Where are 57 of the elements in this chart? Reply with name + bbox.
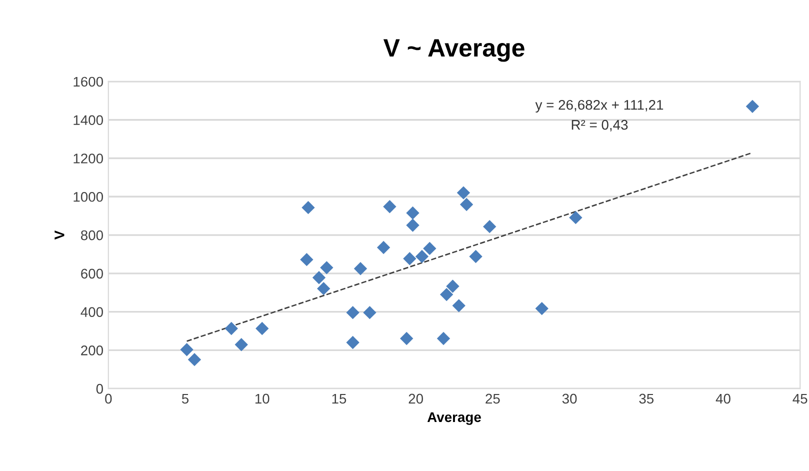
y-tick-label: 1200	[74, 154, 104, 164]
point	[460, 198, 474, 212]
point	[376, 240, 390, 254]
point	[483, 220, 496, 234]
x-axis-title: Average	[427, 412, 481, 425]
point	[569, 210, 582, 224]
x-tick-label: 15	[332, 394, 346, 404]
x-tick-label: 25	[486, 394, 500, 404]
point	[446, 280, 460, 293]
point	[436, 332, 450, 346]
point	[403, 252, 416, 266]
x-tick-label: 40	[716, 394, 730, 404]
x-tick-label: 20	[408, 394, 424, 404]
y-tick-label: 1400	[74, 115, 104, 126]
point	[469, 250, 482, 264]
point	[400, 332, 414, 346]
point	[302, 200, 315, 214]
point	[406, 218, 420, 232]
point	[224, 322, 238, 336]
point	[317, 282, 330, 296]
point	[346, 336, 360, 350]
point	[300, 253, 314, 266]
y-tick-label: 800	[80, 230, 104, 240]
y-tick-label: 0	[96, 384, 103, 394]
point	[354, 262, 368, 276]
annotation: R² = 0,43	[572, 120, 628, 132]
point	[383, 200, 396, 214]
point	[188, 353, 202, 366]
y-tick-label: 400	[80, 307, 104, 317]
annotation: y = 26,682x + 111,21	[535, 100, 664, 113]
y-tick-label: 200	[81, 346, 104, 356]
y-tick-label: 1000	[74, 192, 104, 202]
point	[423, 242, 436, 256]
point	[312, 271, 326, 284]
y-tick-label: 600	[81, 268, 104, 279]
point	[452, 299, 466, 312]
point	[406, 206, 420, 220]
x-tick-label: 10	[255, 394, 270, 404]
point	[180, 343, 194, 356]
point	[440, 288, 454, 302]
x-tick-label: 45	[792, 394, 808, 404]
point	[535, 302, 548, 316]
x-tick-label: 30	[562, 394, 577, 404]
point	[256, 322, 269, 336]
x-tick-label: 35	[639, 394, 654, 404]
y-axis-title: V	[54, 230, 64, 240]
point	[456, 186, 470, 200]
point	[346, 306, 360, 320]
point	[320, 261, 334, 274]
y-tick-label: 1600	[74, 76, 104, 87]
point	[234, 338, 248, 352]
x-tick-label: 5	[182, 394, 189, 404]
point	[363, 306, 376, 320]
x-tick-label: 0	[105, 394, 112, 404]
point	[746, 100, 760, 114]
point	[415, 250, 429, 264]
chart-title: V ~ Average	[383, 39, 524, 62]
